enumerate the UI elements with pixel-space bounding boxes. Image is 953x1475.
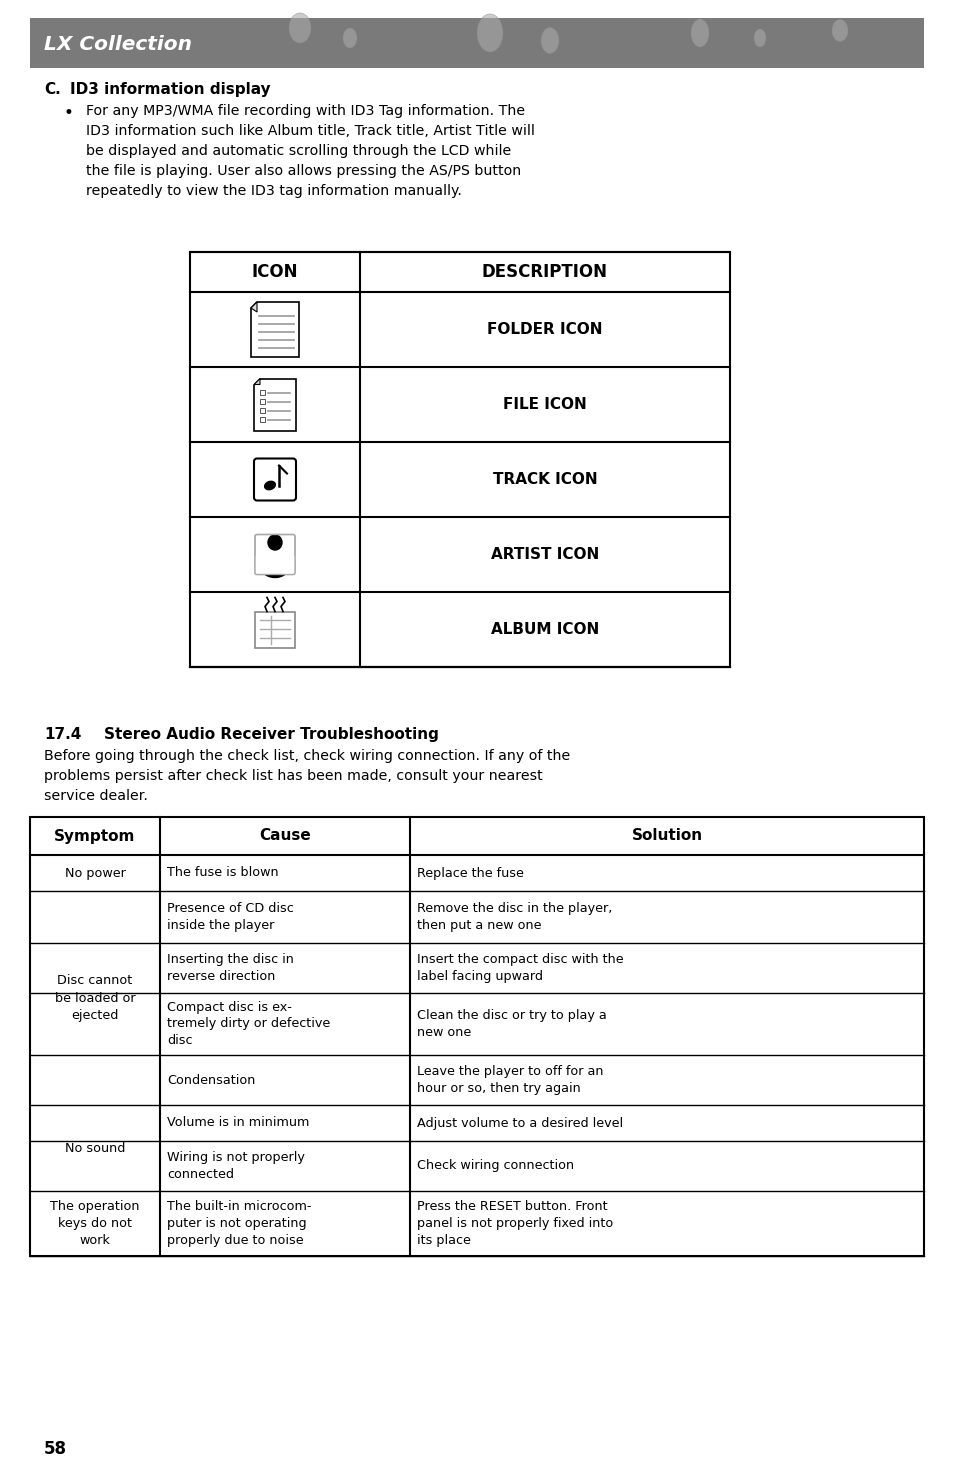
Bar xyxy=(190,252,729,667)
Bar xyxy=(260,400,265,404)
Bar xyxy=(254,612,294,648)
Text: 58: 58 xyxy=(44,1440,67,1457)
Text: The operation
keys do not
work: The operation keys do not work xyxy=(51,1201,139,1246)
Polygon shape xyxy=(251,302,256,313)
Text: 17.4: 17.4 xyxy=(44,727,81,742)
Ellipse shape xyxy=(343,28,356,49)
Ellipse shape xyxy=(264,481,275,490)
Text: Stereo Audio Receiver Troubleshooting: Stereo Audio Receiver Troubleshooting xyxy=(104,727,438,742)
Bar xyxy=(254,556,294,574)
Text: Symptom: Symptom xyxy=(54,829,135,844)
Text: ARTIST ICON: ARTIST ICON xyxy=(491,547,598,562)
Text: ID3 information display: ID3 information display xyxy=(70,83,271,97)
Ellipse shape xyxy=(540,28,558,53)
Text: TRACK ICON: TRACK ICON xyxy=(492,472,597,487)
Text: Insert the compact disc with the
label facing upward: Insert the compact disc with the label f… xyxy=(416,953,623,982)
Ellipse shape xyxy=(268,535,282,550)
FancyBboxPatch shape xyxy=(253,459,295,500)
Text: Before going through the check list, check wiring connection. If any of the
prob: Before going through the check list, che… xyxy=(44,749,570,802)
Bar xyxy=(30,817,923,1257)
Text: Adjust volume to a desired level: Adjust volume to a desired level xyxy=(416,1117,622,1130)
Text: Disc cannot
be loaded or
ejected: Disc cannot be loaded or ejected xyxy=(54,975,135,1022)
Text: C.: C. xyxy=(44,83,61,97)
Polygon shape xyxy=(253,379,260,385)
Polygon shape xyxy=(251,302,298,357)
FancyBboxPatch shape xyxy=(254,534,294,574)
Text: The built-in microcom-
puter is not operating
properly due to noise: The built-in microcom- puter is not oper… xyxy=(167,1201,312,1246)
Text: Inserting the disc in
reverse direction: Inserting the disc in reverse direction xyxy=(167,953,294,982)
Text: Check wiring connection: Check wiring connection xyxy=(416,1159,574,1173)
Text: FOLDER ICON: FOLDER ICON xyxy=(487,322,602,336)
Text: Replace the fuse: Replace the fuse xyxy=(416,866,523,879)
Text: No sound: No sound xyxy=(65,1142,125,1155)
Text: Cause: Cause xyxy=(259,829,311,844)
Ellipse shape xyxy=(753,30,765,47)
Text: Clean the disc or try to play a
new one: Clean the disc or try to play a new one xyxy=(416,1009,606,1038)
Text: •: • xyxy=(64,105,73,122)
Text: Solution: Solution xyxy=(631,829,701,844)
Text: Volume is in minimum: Volume is in minimum xyxy=(167,1117,309,1130)
Text: ALBUM ICON: ALBUM ICON xyxy=(491,622,598,637)
Text: Condensation: Condensation xyxy=(167,1074,255,1087)
Bar xyxy=(260,409,265,413)
Text: Presence of CD disc
inside the player: Presence of CD disc inside the player xyxy=(167,903,294,932)
Text: The fuse is blown: The fuse is blown xyxy=(167,866,278,879)
Text: Compact disc is ex-
tremely dirty or defective
disc: Compact disc is ex- tremely dirty or def… xyxy=(167,1000,330,1047)
Text: Wiring is not properly
connected: Wiring is not properly connected xyxy=(167,1150,305,1181)
Ellipse shape xyxy=(831,19,847,41)
Text: ICON: ICON xyxy=(252,263,298,282)
Text: DESCRIPTION: DESCRIPTION xyxy=(481,263,607,282)
Ellipse shape xyxy=(476,13,502,52)
Bar xyxy=(260,417,265,422)
Text: No power: No power xyxy=(65,866,125,879)
Ellipse shape xyxy=(262,559,288,578)
Text: For any MP3/WMA file recording with ID3 Tag information. The
ID3 information suc: For any MP3/WMA file recording with ID3 … xyxy=(86,105,535,198)
Ellipse shape xyxy=(289,13,311,43)
Ellipse shape xyxy=(690,19,708,47)
Bar xyxy=(30,18,923,68)
Text: LX Collection: LX Collection xyxy=(44,34,192,53)
Text: FILE ICON: FILE ICON xyxy=(502,397,586,412)
Text: Leave the player to off for an
hour or so, then try again: Leave the player to off for an hour or s… xyxy=(416,1065,603,1094)
Polygon shape xyxy=(253,379,295,431)
Text: Remove the disc in the player,
then put a new one: Remove the disc in the player, then put … xyxy=(416,903,612,932)
Text: Press the RESET button. Front
panel is not properly fixed into
its place: Press the RESET button. Front panel is n… xyxy=(416,1201,613,1246)
Bar xyxy=(260,389,265,395)
